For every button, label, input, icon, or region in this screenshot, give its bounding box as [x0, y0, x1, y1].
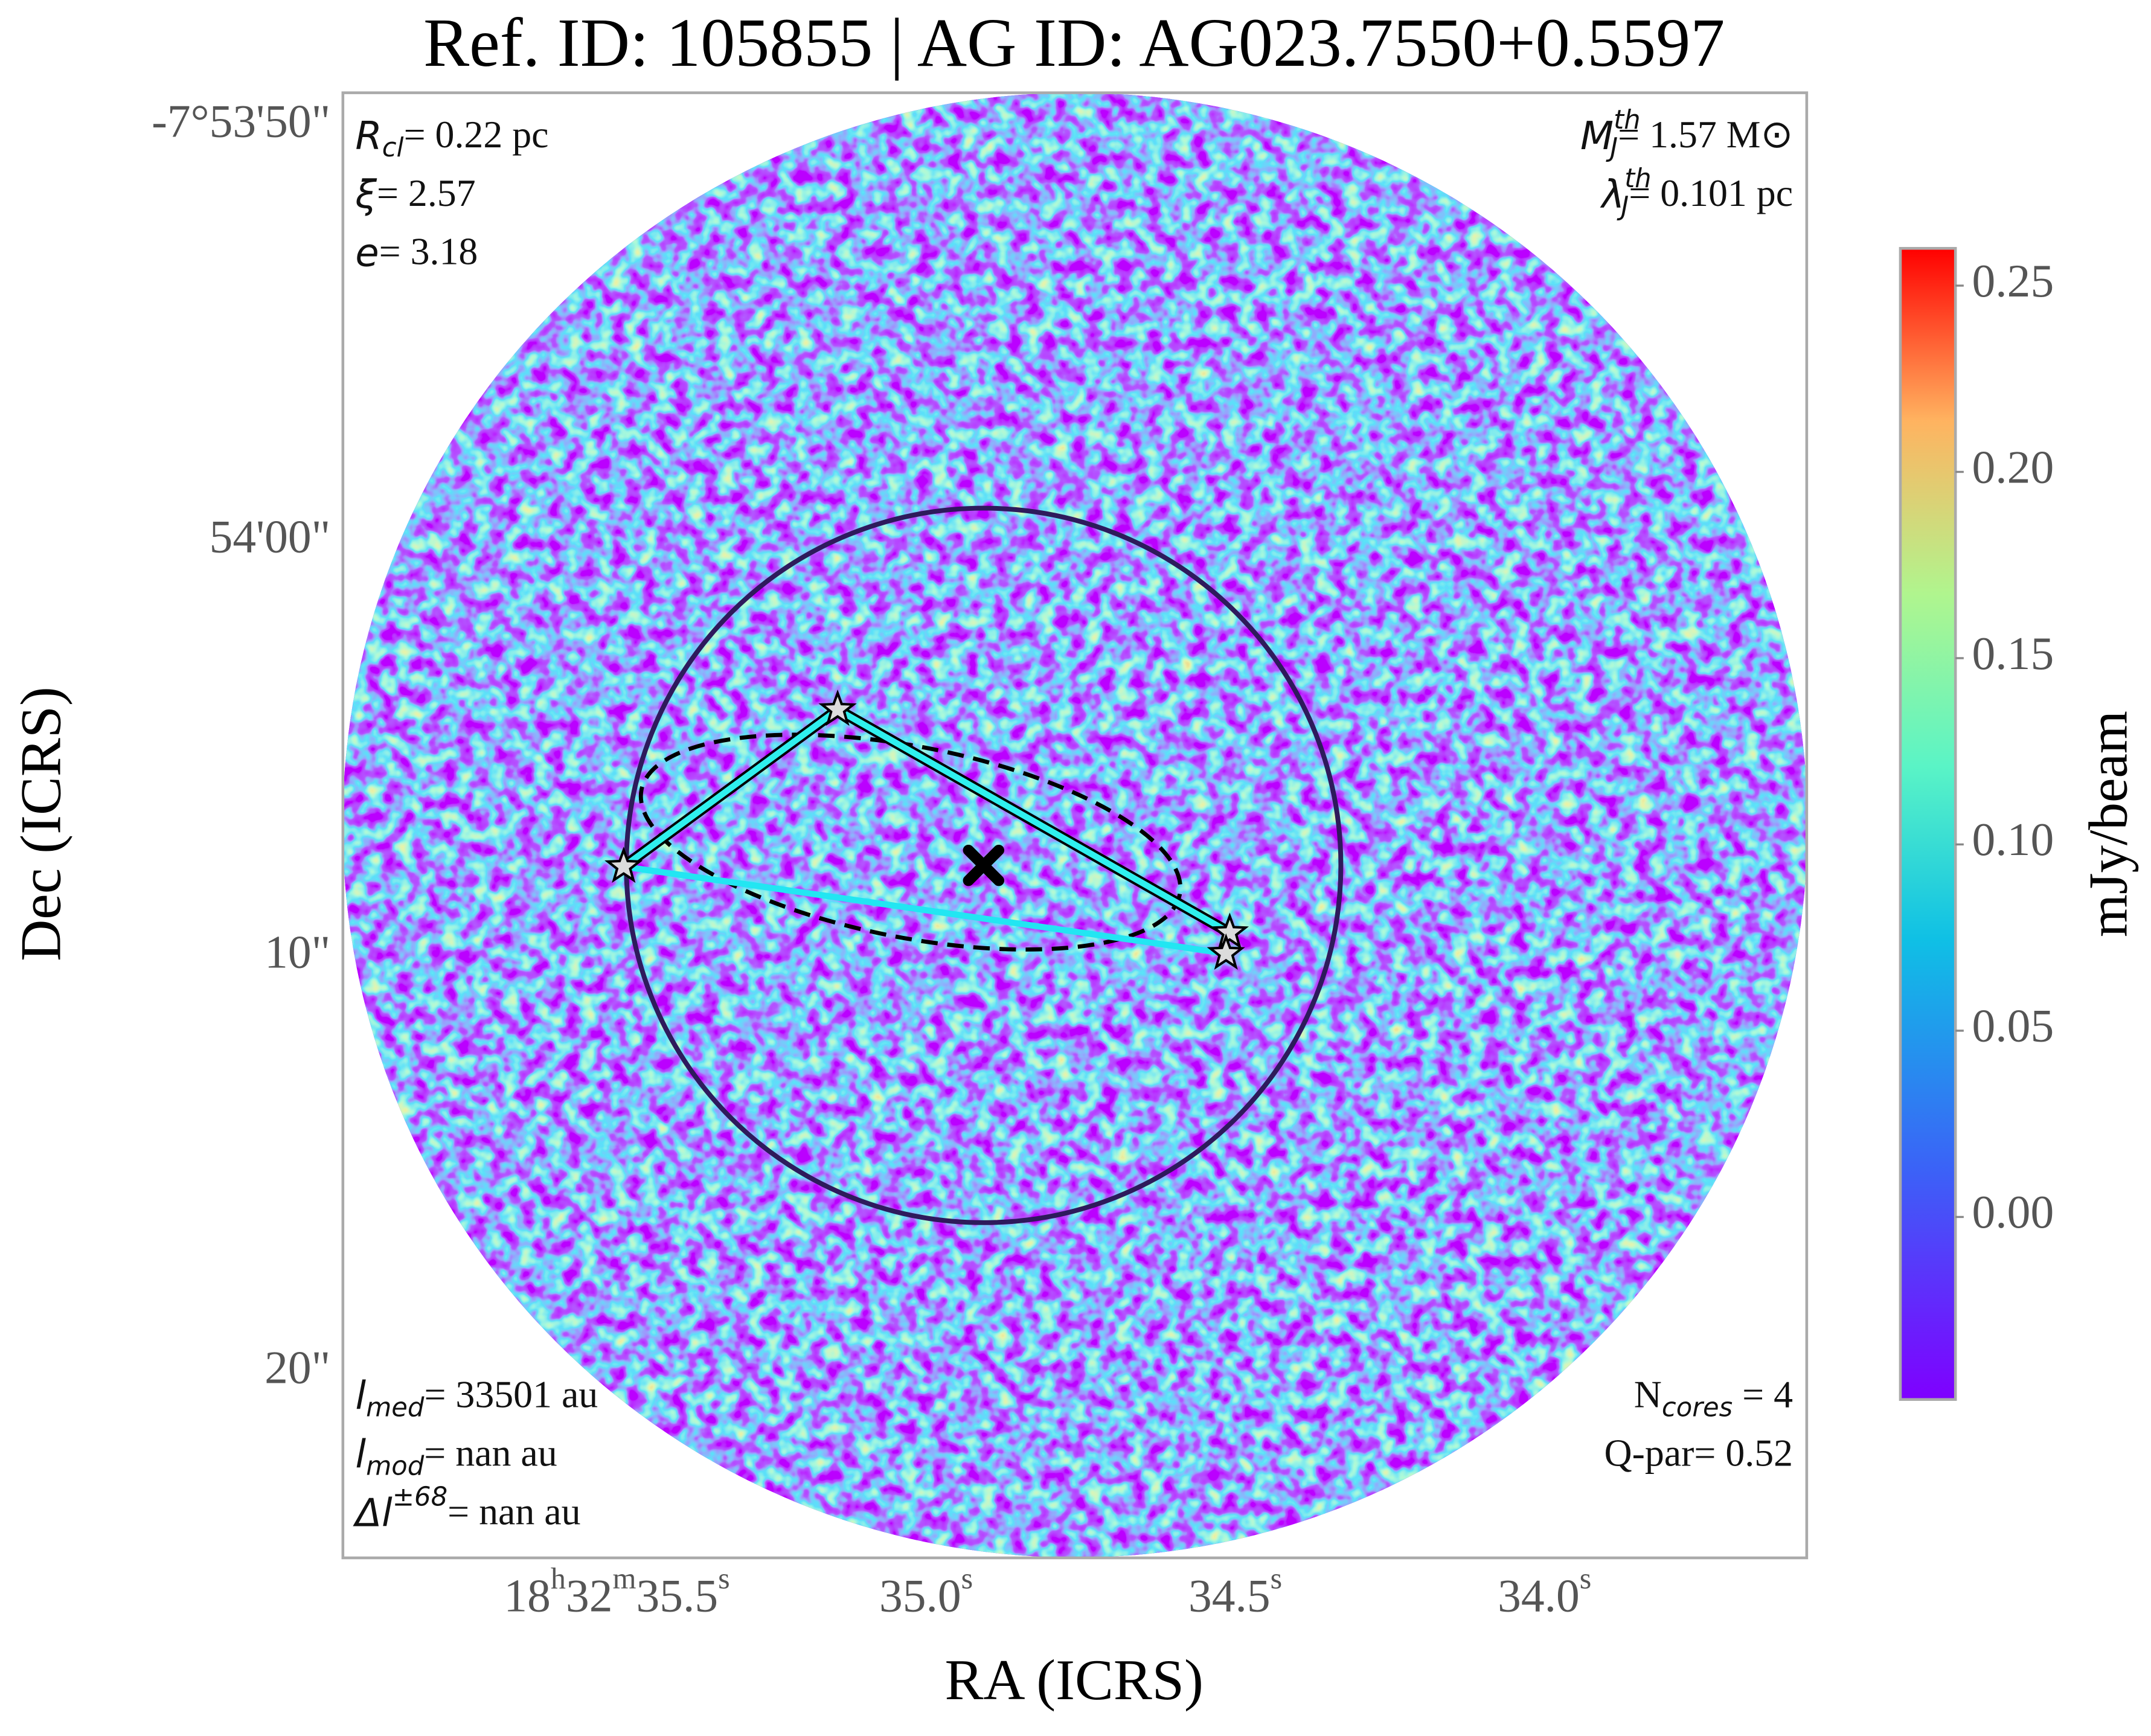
annotation-part: e — [355, 231, 379, 275]
annotation-part: = 0.22 pc — [404, 113, 549, 156]
mst-edge — [621, 707, 840, 870]
annotation-part: λ — [1600, 172, 1624, 217]
x-tick-label: 18h32m35.5s — [504, 1561, 729, 1621]
annotation: Q-par= 0.52 — [1604, 1431, 1793, 1474]
annotation-part: = 2.57 — [377, 171, 476, 214]
x-tick-label: 34.5s — [1188, 1561, 1282, 1621]
y-tick-label: 20" — [264, 1341, 330, 1393]
unit-superscript: h — [551, 1561, 566, 1595]
tick-text: 32 — [566, 1569, 613, 1621]
annotation: lmod= nan au — [355, 1431, 557, 1481]
annotation-part: cores — [1662, 1392, 1733, 1423]
colorbar-label: mJy/beam — [2077, 711, 2138, 937]
colorbar-tick-label: 0.05 — [1972, 1000, 2054, 1052]
annotation-part: med — [366, 1392, 425, 1423]
y-tick-label: 10" — [264, 926, 330, 978]
annotation: Ncores = 4 — [1634, 1372, 1793, 1423]
chart-title: Ref. ID: 105855 | AG ID: AG023.7550+0.55… — [423, 4, 1725, 81]
y-tick-label: -7°53'50" — [152, 95, 330, 147]
clump-center — [963, 844, 1005, 886]
annotation-part: l — [355, 1374, 366, 1418]
x-tick-label: 35.0s — [879, 1561, 973, 1621]
colorbar-tick-label: 0.20 — [1972, 441, 2054, 493]
annotation-part: th — [1624, 164, 1651, 194]
tick-text: 35.0 — [879, 1569, 961, 1621]
annotation-part: M — [1580, 114, 1614, 158]
core — [1210, 912, 1249, 949]
edge — [623, 863, 1226, 957]
annotation-part: = 0.101 pc — [1629, 171, 1793, 214]
annotation-part: ξ — [354, 172, 377, 217]
annotation-part: mod — [366, 1451, 425, 1481]
unit-superscript: s — [961, 1561, 973, 1595]
x-tick-label: 34.0s — [1498, 1561, 1591, 1621]
x-axis-label: RA (ICRS) — [945, 1648, 1204, 1712]
annotation: Δl±68= nan au — [352, 1482, 580, 1535]
colorbar-tick-label: 0.15 — [1972, 627, 2054, 679]
tick-text: 34.5 — [1188, 1569, 1271, 1621]
colorbar — [1899, 247, 1957, 1401]
colorbar-tick-label: 0.00 — [1972, 1186, 2054, 1238]
y-tick-label: 54'00" — [210, 510, 331, 562]
annotation-part: = nan au — [424, 1431, 557, 1474]
unit-superscript: s — [1580, 1561, 1592, 1595]
annotation-part: = 33501 au — [424, 1372, 598, 1415]
core — [818, 689, 857, 726]
annotation: Mth J= 1.57 M⊙ — [1580, 105, 1793, 163]
axes-frame — [341, 91, 1809, 1560]
fit-ellipse — [638, 732, 1183, 952]
annotation-part: cl — [382, 133, 404, 163]
tick-text: 18 — [504, 1569, 551, 1621]
tick-text: 34.0 — [1498, 1569, 1580, 1621]
annotation-part: ±68 — [393, 1482, 447, 1512]
annotation-part: = 3.18 — [379, 229, 478, 272]
annotation: λth J= 0.101 pc — [1600, 164, 1793, 222]
unit-superscript: s — [718, 1561, 730, 1595]
unit-superscript: m — [612, 1561, 636, 1595]
annotation-part: = nan au — [447, 1490, 580, 1533]
annotation-part: R — [355, 114, 382, 158]
annotation-part: = 1.57 M⊙ — [1618, 113, 1793, 156]
annotation: Rcl= 0.22 pc — [355, 113, 548, 163]
annotation-part: = 4 — [1733, 1372, 1793, 1415]
mst-edge — [836, 706, 1231, 936]
annotation: e= 3.18 — [355, 229, 478, 275]
annotation-part: Q-par= 0.52 — [1604, 1431, 1793, 1474]
colorbar-tick-label: 0.10 — [1972, 813, 2054, 865]
colorbar-tick-label: 0.25 — [1972, 255, 2054, 307]
core — [1207, 933, 1245, 970]
y-axis-label: Dec (ICRS) — [9, 687, 73, 961]
intensity-map — [342, 92, 1808, 1558]
annotation-part: N — [1634, 1372, 1662, 1415]
core — [604, 846, 643, 883]
annotation-part: l — [355, 1432, 366, 1477]
annotation-part: Δl — [352, 1491, 393, 1536]
unit-superscript: s — [1271, 1561, 1283, 1595]
annotation-part: th — [1614, 105, 1640, 135]
annotation: lmed= 33501 au — [355, 1372, 598, 1423]
annotation: ξ= 2.57 — [354, 171, 475, 217]
tick-text: 35.5 — [636, 1569, 718, 1621]
